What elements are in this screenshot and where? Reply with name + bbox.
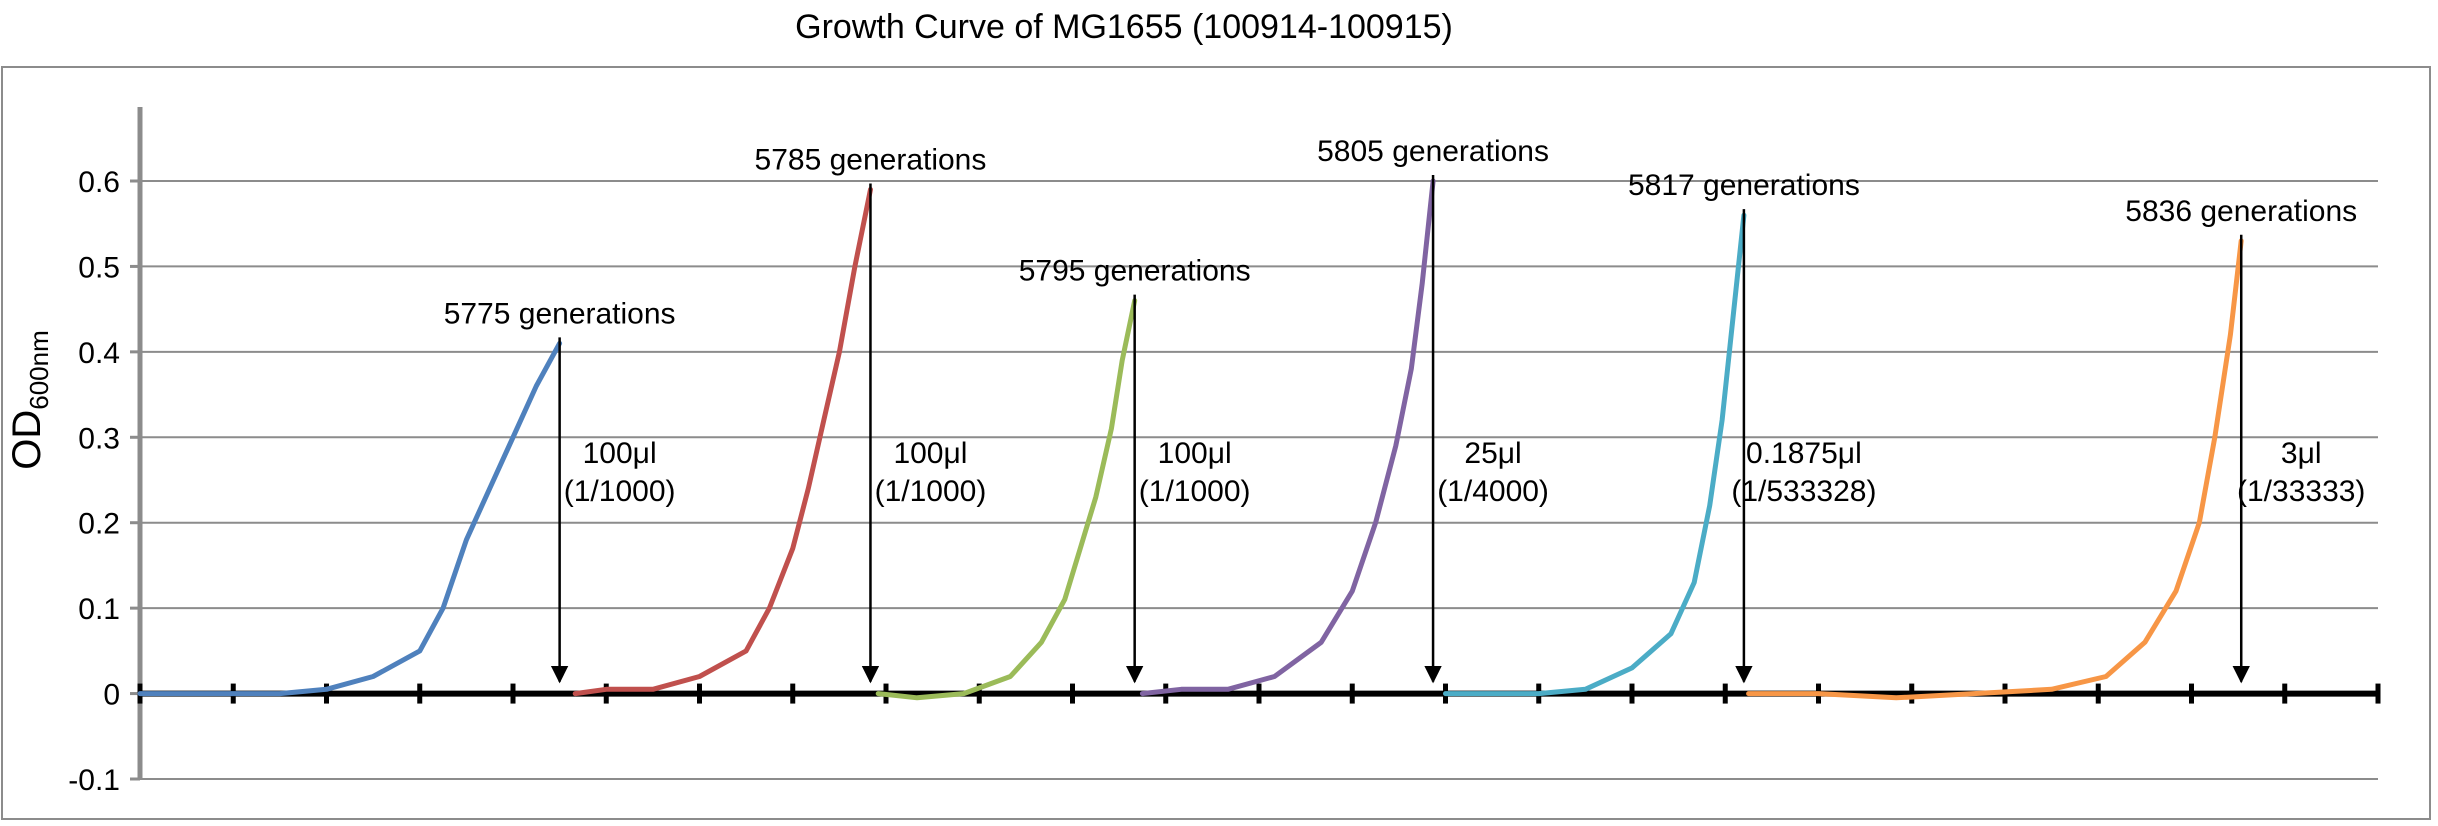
y-tick-label: 0.4 xyxy=(78,337,120,370)
transfer-volume-label-4: 25μl xyxy=(1464,437,1521,470)
y-tick-label: 0.6 xyxy=(78,166,120,199)
y-tick-label: 0.3 xyxy=(78,422,120,455)
y-tick-label: 0 xyxy=(103,679,120,712)
series-lines xyxy=(137,178,2244,701)
y-tick-label: -0.1 xyxy=(68,764,120,797)
dilution-label-2: (1/1000) xyxy=(875,475,987,508)
chart-title: Growth Curve of MG1655 (100914-100915) xyxy=(795,8,1453,46)
generation-label-2: 5785 generations xyxy=(755,144,987,177)
transfer-volume-label-1: 100μl xyxy=(583,437,657,470)
series-line-2 xyxy=(572,187,873,697)
series-line-3 xyxy=(875,298,1138,701)
y-axis-label-subscript: 600nm xyxy=(24,330,54,410)
dilution-label-4: (1/4000) xyxy=(1437,475,1549,508)
y-axis-label-main: OD xyxy=(5,410,49,470)
generation-label-1: 5775 generations xyxy=(444,297,676,330)
dilution-label-6: (1/33333) xyxy=(2237,475,2365,508)
y-axis-label: OD600nm xyxy=(5,330,54,470)
series-line-6 xyxy=(1746,238,2244,701)
annotations: 5775 generations 100μl (1/1000) 5785 genera… xyxy=(444,135,2365,684)
dilution-label-5: (1/533328) xyxy=(1731,475,1876,508)
generation-label-5: 5817 generations xyxy=(1628,169,1860,202)
dilution-label-1: (1/1000) xyxy=(564,475,676,508)
transfer-volume-label-6: 3μl xyxy=(2281,437,2322,470)
series-line-1 xyxy=(137,340,563,697)
generation-label-3: 5795 generations xyxy=(1019,255,1251,288)
transfer-volume-label-5: 0.1875μl xyxy=(1746,437,1862,470)
series-line-5 xyxy=(1443,212,1747,697)
plot-area-border xyxy=(1,66,2431,820)
generation-label-4: 5805 generations xyxy=(1317,135,1549,168)
y-tick-label: 0.2 xyxy=(78,508,120,541)
generation-label-6: 5836 generations xyxy=(2125,195,2357,228)
y-tick-label: 0.5 xyxy=(78,251,120,284)
y-tick-label: 0.1 xyxy=(78,593,120,626)
transfer-volume-label-3: 100μl xyxy=(1158,437,1232,470)
gridlines xyxy=(140,180,2378,780)
dilution-label-3: (1/1000) xyxy=(1139,475,1251,508)
transfer-volume-label-2: 100μl xyxy=(893,437,967,470)
series-line-4 xyxy=(1139,178,1436,697)
